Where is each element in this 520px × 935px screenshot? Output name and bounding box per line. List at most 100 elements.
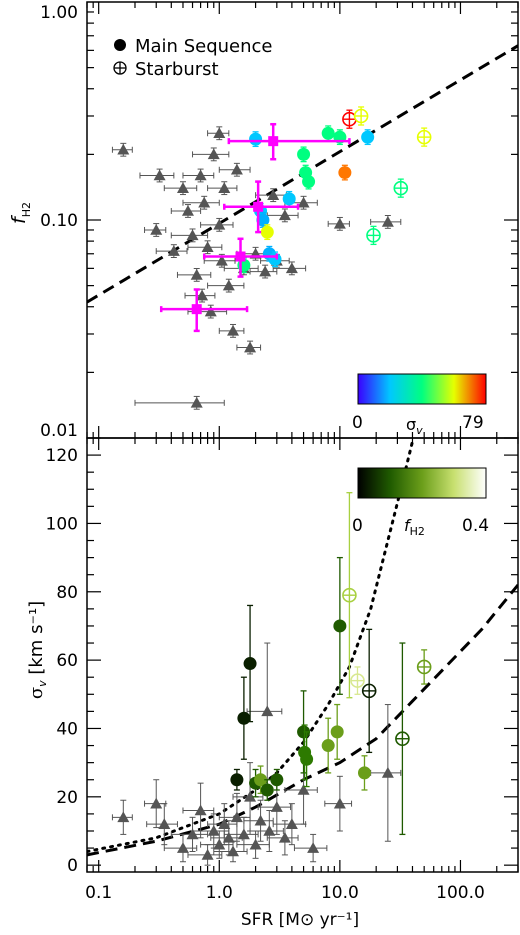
bottom-dotted-curve <box>87 439 414 853</box>
top-colorbar-bar <box>357 373 487 405</box>
bottom-colorbar-min-label: 0 <box>352 516 363 536</box>
top-colorbar-max-label: 79 <box>462 413 484 433</box>
main-sequence-marker <box>268 252 282 266</box>
triangle-marker <box>259 265 272 277</box>
x-tick-label: 100.0 <box>436 883 485 903</box>
main-sequence-marker <box>297 147 311 161</box>
main-sequence-marker <box>256 213 270 227</box>
y-tick-label: 0.01 <box>40 421 78 441</box>
triangle-marker <box>176 182 189 193</box>
triangle-marker <box>213 218 226 230</box>
y-tick-label: 80 <box>56 583 78 603</box>
y-tick-label: 0 <box>67 856 78 876</box>
bin-marker <box>253 201 264 212</box>
starburst-marker <box>353 108 369 124</box>
triangle-marker <box>204 305 217 317</box>
main-sequence-marker <box>330 725 344 739</box>
triangle-marker <box>222 279 235 291</box>
triangle-marker <box>249 838 262 850</box>
triangle-marker <box>153 169 166 181</box>
triangle-marker <box>237 828 250 840</box>
triangle-marker <box>381 766 394 778</box>
top-colorbar-title: σv <box>406 415 423 437</box>
main-sequence-marker <box>249 132 263 146</box>
top-data-marks <box>111 106 432 410</box>
triangle-marker <box>213 838 226 850</box>
main-sequence-marker <box>321 126 335 140</box>
triangle-marker <box>230 811 243 823</box>
triangle-marker <box>333 797 346 809</box>
main-sequence-marker <box>254 773 268 787</box>
top-colorbar: 0 σv 79 <box>352 373 487 437</box>
main-sequence-marker <box>300 752 314 766</box>
triangle-marker <box>207 148 220 160</box>
triangle-marker <box>190 268 203 280</box>
triangle-marker <box>190 396 203 408</box>
bin-marker <box>235 251 246 262</box>
legend-main-sequence-marker <box>114 39 126 51</box>
triangle-marker <box>117 811 130 823</box>
starburst-marker <box>416 129 432 145</box>
bottom-dashed-curve <box>87 583 518 857</box>
x-tick-label: 10.0 <box>321 883 359 903</box>
top-y-axis-ticks: 0.01 0.10 1.00 <box>40 3 518 441</box>
top-legend: Main Sequence Starburst <box>113 36 272 80</box>
triangle-marker <box>158 818 171 829</box>
main-sequence-marker <box>282 192 296 206</box>
triangle-marker <box>254 814 267 826</box>
triangle-marker <box>227 324 240 336</box>
main-sequence-marker <box>361 130 375 144</box>
bottom-colorbar: 0 fH2 0.4 <box>352 467 489 538</box>
triangle-marker <box>215 254 228 266</box>
starburst-marker <box>361 683 377 699</box>
y-tick-label: 60 <box>56 651 78 671</box>
bottom-colorbar-max-label: 0.4 <box>462 516 489 536</box>
triangle-marker <box>201 241 214 253</box>
bottom-x-axis-label: SFR [M⊙ yr⁻¹] <box>241 910 359 930</box>
triangle-marker <box>198 196 211 208</box>
main-sequence-marker <box>302 175 316 189</box>
starburst-marker <box>366 228 381 243</box>
triangle-marker <box>285 818 298 829</box>
starburst-marker <box>342 111 357 127</box>
triangle-marker <box>222 831 235 843</box>
x-tick-label: 0.1 <box>85 883 112 903</box>
starburst-marker <box>395 731 410 747</box>
bottom-x-axis-ticks: 0.1 1.0 10.0 100.0 <box>85 438 519 903</box>
y-tick-label: 120 <box>46 446 78 466</box>
bin-marker <box>191 304 202 315</box>
triangle-marker <box>181 204 194 216</box>
triangle-marker <box>267 189 280 200</box>
y-tick-label: 100 <box>46 514 78 534</box>
triangle-marker <box>230 163 243 175</box>
triangle-marker <box>278 831 291 843</box>
triangle-marker <box>307 842 320 853</box>
main-sequence-marker <box>260 225 274 239</box>
starburst-marker <box>393 180 409 196</box>
triangle-marker <box>201 848 214 860</box>
y-tick-label: 40 <box>56 719 78 739</box>
triangle-marker <box>263 824 276 836</box>
triangle-marker <box>381 215 394 227</box>
main-sequence-marker <box>260 783 274 797</box>
main-sequence-marker <box>338 166 352 180</box>
triangle-marker <box>244 790 257 802</box>
legend-starburst-label: Starburst <box>135 59 219 80</box>
triangle-marker <box>167 245 180 256</box>
triangle-marker <box>196 289 209 301</box>
triangle-marker <box>270 801 283 812</box>
starburst-marker <box>342 587 357 603</box>
top-x-axis-ticks <box>86 2 519 438</box>
triangle-marker <box>285 262 298 274</box>
triangle-marker <box>297 783 310 795</box>
main-sequence-marker <box>237 711 251 725</box>
triangle-marker <box>297 196 310 208</box>
triangle-marker <box>150 797 163 809</box>
bottom-data-marks <box>111 492 432 866</box>
y-tick-label: 1.00 <box>40 3 78 23</box>
bottom-colorbar-bar <box>357 467 487 499</box>
triangle-marker <box>227 845 240 857</box>
top-colorbar-min-label: 0 <box>352 413 363 433</box>
triangle-marker <box>244 341 257 353</box>
main-sequence-marker <box>270 773 284 787</box>
